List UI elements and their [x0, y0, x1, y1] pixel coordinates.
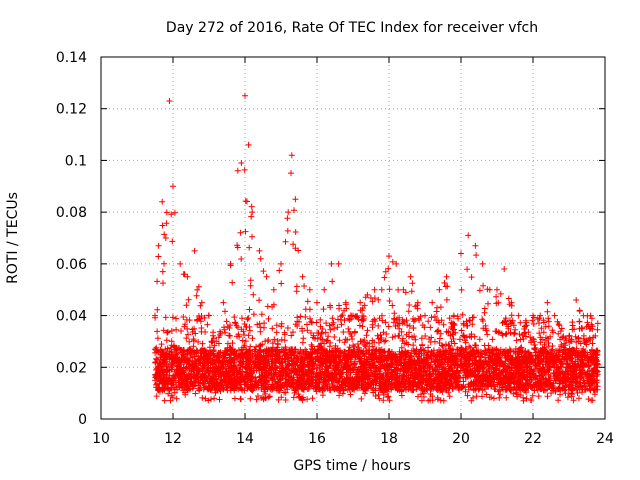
peak-point	[199, 300, 205, 306]
peak-point	[580, 313, 586, 319]
peak-point	[278, 261, 284, 267]
y-tick-label: 0.06	[56, 257, 87, 273]
peak-point	[544, 300, 550, 306]
peak-point	[357, 300, 363, 306]
y-tick-label: 0	[78, 412, 87, 428]
peak-point	[271, 287, 277, 293]
peak-point	[192, 248, 198, 254]
peak-point	[408, 274, 414, 280]
y-tick-label: 0.12	[56, 102, 87, 118]
peak-point	[552, 313, 558, 319]
peak-point	[336, 261, 342, 267]
peak-point	[429, 300, 435, 306]
x-tick-label: 16	[308, 431, 326, 447]
peak-point	[372, 287, 378, 293]
x-tick-label: 22	[524, 431, 542, 447]
peak-point	[166, 98, 172, 104]
peak-point	[501, 266, 507, 272]
peak-point	[235, 168, 241, 174]
x-tick-label: 12	[164, 431, 182, 447]
peak-point	[379, 287, 385, 293]
peak-point	[228, 261, 234, 267]
x-tick-label: 20	[452, 431, 470, 447]
peak-point	[292, 196, 298, 202]
peak-point	[156, 243, 162, 249]
x-tick-label: 18	[380, 431, 398, 447]
peak-point	[386, 253, 392, 259]
peak-point	[321, 287, 327, 293]
peak-point	[494, 287, 500, 293]
y-tick-label: 0.08	[56, 205, 87, 221]
y-tick-label: 0.14	[56, 50, 87, 66]
peak-point	[328, 261, 334, 267]
peak-point	[256, 248, 262, 254]
peak-point	[444, 274, 450, 280]
x-axis-label: GPS time / hours	[293, 458, 410, 474]
peak-point	[220, 300, 226, 306]
peak-point	[159, 199, 165, 205]
peak-point	[588, 313, 594, 319]
data-points	[152, 93, 601, 404]
peak-point	[465, 232, 471, 238]
y-tick-label: 0.04	[56, 309, 87, 325]
peak-point	[246, 142, 252, 148]
peak-point	[307, 287, 313, 293]
x-tick-label: 10	[92, 431, 110, 447]
peak-point	[242, 93, 248, 99]
peak-point	[170, 183, 176, 189]
peak-point	[422, 313, 428, 319]
y-tick-label: 0.1	[65, 153, 87, 169]
x-tick-label: 14	[236, 431, 254, 447]
peak-point	[300, 274, 306, 280]
y-tick-labels: 0 0.02 0.04 0.06 0.08 0.1 0.12 0.14	[56, 50, 87, 428]
peak-point	[264, 274, 270, 280]
peak-point	[436, 287, 442, 293]
peak-point	[472, 243, 478, 249]
y-tick-label: 0.02	[56, 360, 87, 376]
roti-scatter-chart: Day 272 of 2016, Rate Of TEC Index for r…	[0, 0, 640, 480]
peak-point	[289, 152, 295, 158]
x-tick-label: 24	[596, 431, 614, 447]
peak-point	[177, 261, 183, 267]
peak-point	[314, 300, 320, 306]
peak-point	[573, 297, 579, 303]
peak-point	[458, 251, 464, 257]
peak-point	[238, 160, 244, 166]
peak-point	[595, 320, 601, 326]
x-tick-labels: 10 12 14 16 18 20 22 24	[92, 431, 614, 447]
peak-point	[480, 261, 486, 267]
peak-point	[285, 209, 291, 215]
peak-point	[516, 313, 522, 319]
peak-point	[249, 209, 255, 215]
y-axis-label: ROTI / TECUs	[5, 192, 21, 284]
chart-title: Day 272 of 2016, Rate Of TEC Index for r…	[166, 20, 538, 36]
